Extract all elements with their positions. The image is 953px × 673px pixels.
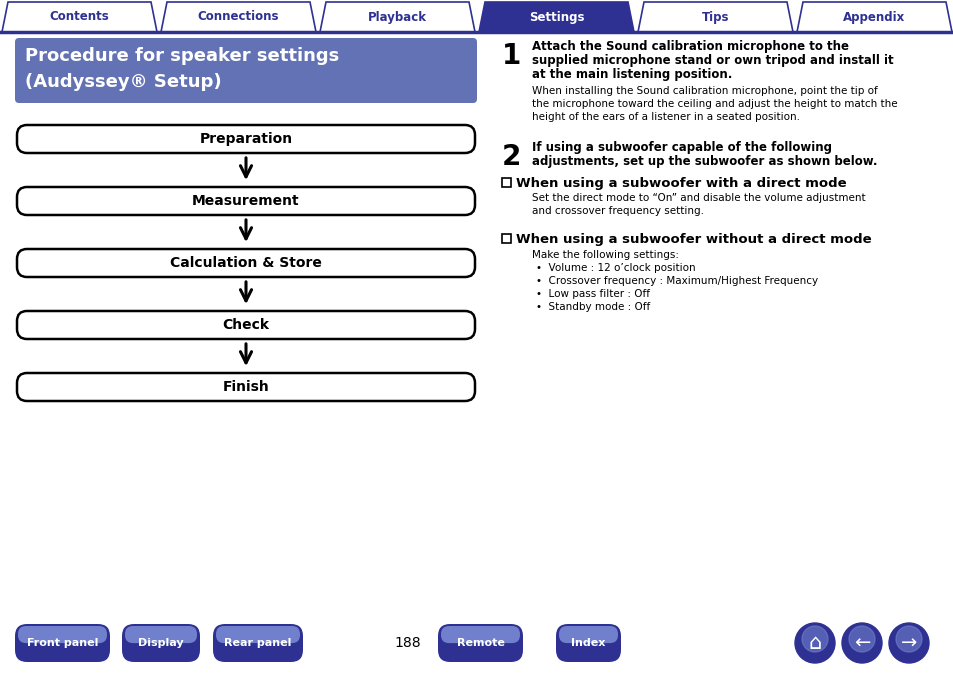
FancyBboxPatch shape [558, 626, 618, 643]
Text: supplied microphone stand or own tripod and install it: supplied microphone stand or own tripod … [532, 54, 893, 67]
Text: Rear panel: Rear panel [224, 638, 292, 648]
Text: Finish: Finish [222, 380, 269, 394]
Circle shape [895, 626, 921, 652]
Text: When using a subwoofer with a direct mode: When using a subwoofer with a direct mod… [516, 177, 845, 190]
Text: •  Low pass filter : Off: • Low pass filter : Off [536, 289, 649, 299]
Text: When installing the Sound calibration microphone, point the tip of: When installing the Sound calibration mi… [532, 86, 877, 96]
Text: at the main listening position.: at the main listening position. [532, 68, 732, 81]
FancyBboxPatch shape [556, 624, 620, 662]
Polygon shape [319, 2, 475, 32]
FancyBboxPatch shape [213, 624, 303, 662]
Text: Connections: Connections [197, 11, 279, 24]
Text: Remote: Remote [456, 638, 504, 648]
Polygon shape [638, 2, 792, 32]
Text: ⌂: ⌂ [807, 633, 821, 653]
Text: Appendix: Appendix [842, 11, 904, 24]
Text: 188: 188 [395, 636, 421, 650]
Polygon shape [796, 2, 951, 32]
Circle shape [841, 623, 882, 663]
FancyBboxPatch shape [501, 178, 511, 187]
Text: Preparation: Preparation [199, 132, 293, 146]
FancyBboxPatch shape [15, 38, 476, 103]
Text: When using a subwoofer without a direct mode: When using a subwoofer without a direct … [516, 233, 871, 246]
Text: Tips: Tips [701, 11, 728, 24]
Circle shape [888, 623, 928, 663]
Text: Front panel: Front panel [27, 638, 98, 648]
FancyBboxPatch shape [437, 624, 522, 662]
Text: Index: Index [571, 638, 605, 648]
Polygon shape [2, 2, 157, 32]
Text: adjustments, set up the subwoofer as shown below.: adjustments, set up the subwoofer as sho… [532, 155, 877, 168]
Text: (Audyssey® Setup): (Audyssey® Setup) [25, 73, 221, 91]
FancyBboxPatch shape [501, 234, 511, 243]
Text: •  Standby mode : Off: • Standby mode : Off [536, 302, 650, 312]
Text: Check: Check [222, 318, 269, 332]
Text: →: → [900, 633, 916, 653]
Text: and crossover frequency setting.: and crossover frequency setting. [532, 206, 703, 216]
FancyBboxPatch shape [17, 187, 475, 215]
Polygon shape [161, 2, 315, 32]
FancyBboxPatch shape [17, 311, 475, 339]
FancyBboxPatch shape [17, 249, 475, 277]
Circle shape [801, 626, 827, 652]
Circle shape [794, 623, 834, 663]
FancyBboxPatch shape [18, 626, 107, 643]
FancyBboxPatch shape [17, 373, 475, 401]
Text: •  Crossover frequency : Maximum/Highest Frequency: • Crossover frequency : Maximum/Highest … [536, 276, 818, 286]
FancyBboxPatch shape [125, 626, 196, 643]
Text: Set the direct mode to “On” and disable the volume adjustment: Set the direct mode to “On” and disable … [532, 193, 864, 203]
Text: Settings: Settings [528, 11, 583, 24]
Text: Playback: Playback [368, 11, 427, 24]
FancyBboxPatch shape [440, 626, 519, 643]
Text: Contents: Contents [50, 11, 110, 24]
Text: Measurement: Measurement [192, 194, 299, 208]
Text: the microphone toward the ceiling and adjust the height to match the: the microphone toward the ceiling and ad… [532, 99, 897, 109]
Text: •  Volume : 12 o’clock position: • Volume : 12 o’clock position [536, 263, 695, 273]
Text: height of the ears of a listener in a seated position.: height of the ears of a listener in a se… [532, 112, 800, 122]
Text: 1: 1 [501, 42, 520, 70]
Text: Attach the Sound calibration microphone to the: Attach the Sound calibration microphone … [532, 40, 848, 53]
Text: 2: 2 [501, 143, 521, 171]
Text: Procedure for speaker settings: Procedure for speaker settings [25, 47, 339, 65]
Polygon shape [478, 2, 634, 32]
Text: ←: ← [853, 633, 869, 653]
Circle shape [848, 626, 874, 652]
FancyBboxPatch shape [17, 125, 475, 153]
FancyBboxPatch shape [122, 624, 200, 662]
FancyBboxPatch shape [215, 626, 299, 643]
Text: Display: Display [138, 638, 184, 648]
FancyBboxPatch shape [15, 624, 110, 662]
Text: Make the following settings:: Make the following settings: [532, 250, 679, 260]
Text: If using a subwoofer capable of the following: If using a subwoofer capable of the foll… [532, 141, 831, 154]
Text: Calculation & Store: Calculation & Store [170, 256, 321, 270]
